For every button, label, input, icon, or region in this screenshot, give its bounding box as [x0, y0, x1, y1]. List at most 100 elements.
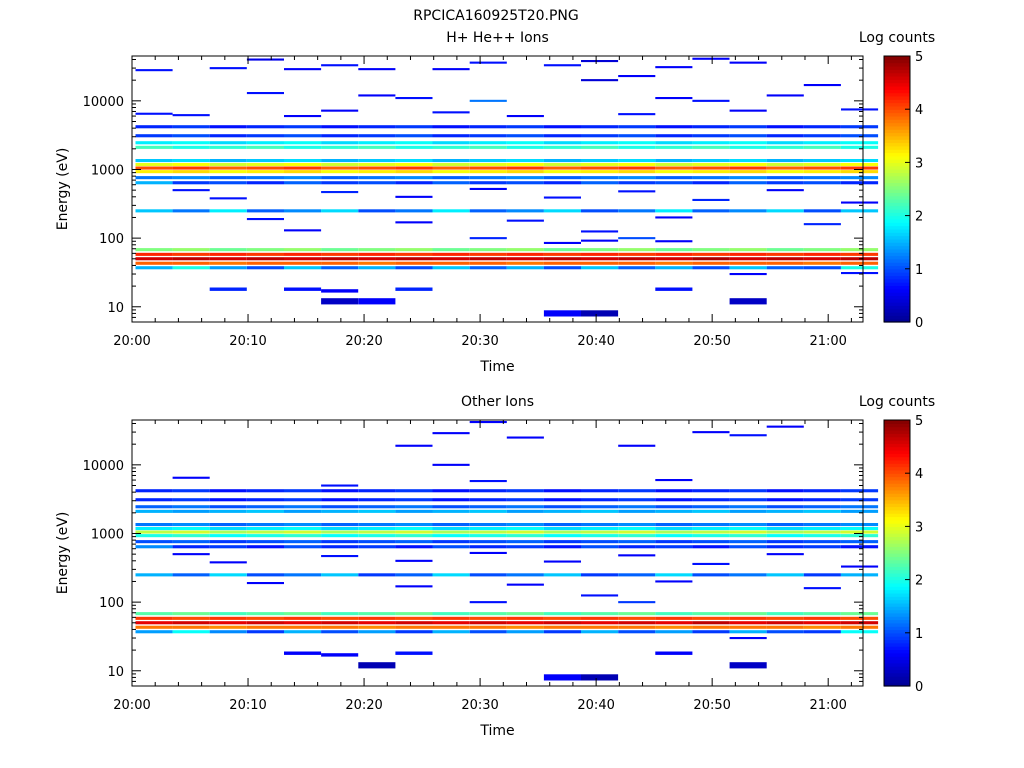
heatmap-cell [395, 209, 433, 213]
heatmap-cell [803, 523, 841, 527]
colorbar-swatch [884, 622, 910, 627]
colorbar-swatch [884, 572, 910, 577]
heatmap-cell [581, 141, 619, 145]
heatmap-cell [803, 141, 841, 145]
heatmap-cell [841, 523, 879, 527]
colorbar-swatch [884, 652, 910, 657]
heatmap-cell [543, 625, 581, 629]
heatmap-cell [358, 159, 396, 163]
heatmap-cell [246, 621, 284, 625]
heatmap-cell [766, 540, 804, 544]
heatmap-cell [469, 573, 507, 577]
heatmap-cell [655, 479, 693, 482]
colorbar-swatch [884, 198, 910, 203]
heatmap-cell [766, 534, 804, 538]
heatmap-cell [209, 573, 247, 577]
heatmap-cell [766, 505, 804, 509]
heatmap-cell [841, 252, 879, 256]
heatmap-cell [543, 612, 581, 616]
heatmap-cell [543, 166, 581, 170]
heatmap-cell [135, 616, 173, 620]
heatmap-cell [766, 145, 804, 149]
heatmap-cell [284, 68, 322, 71]
heatmap-cell [581, 230, 619, 233]
heatmap-cell [803, 530, 841, 534]
heatmap-cell [284, 534, 322, 538]
colorbar-swatch [884, 596, 910, 601]
heatmap-cell [766, 189, 804, 192]
heatmap-cell [692, 159, 730, 163]
heatmap-cell [655, 145, 693, 149]
heatmap-cell [841, 573, 879, 577]
heatmap-cell [469, 505, 507, 509]
heatmap-cell [246, 134, 284, 138]
heatmap-cell [729, 612, 767, 616]
heatmap-cell [803, 527, 841, 531]
heatmap-cell [618, 601, 656, 604]
heatmap-cell [581, 79, 619, 82]
heatmap-cell [469, 125, 507, 129]
heatmap-cell [469, 99, 507, 102]
heatmap-cell [432, 489, 470, 493]
heatmap-cell [432, 166, 470, 170]
colorbar-swatch [884, 529, 910, 534]
heatmap-cell [469, 145, 507, 149]
colorbar-swatch [884, 646, 910, 651]
heatmap-cell [395, 545, 433, 549]
colorbar-swatch [884, 543, 910, 547]
heatmap-cell [358, 530, 396, 534]
heatmap-cell [581, 181, 619, 185]
colorbar-swatch [884, 275, 910, 280]
heatmap-cell [432, 530, 470, 534]
colorbar-swatch [884, 112, 910, 117]
heatmap-cell [618, 509, 656, 513]
colorbar-swatch [884, 99, 910, 104]
heatmap-cell [766, 134, 804, 138]
heatmap-cell [209, 561, 247, 564]
heatmap-cell [543, 64, 581, 67]
heatmap-cell [729, 266, 767, 270]
heatmap-cell [841, 498, 879, 502]
colorbar-swatch [884, 569, 910, 574]
heatmap-cell [803, 612, 841, 616]
colorbar-tick-label: 3 [915, 156, 923, 171]
heatmap-cell [135, 523, 173, 527]
colorbar-swatch [884, 185, 910, 190]
heatmap-cell [581, 134, 619, 138]
heatmap-cell [803, 159, 841, 163]
heatmap-cell [246, 509, 284, 513]
colorbar-swatch [884, 212, 910, 217]
heatmap-cell [655, 530, 693, 534]
heatmap-cell [284, 176, 322, 180]
heatmap-cell [543, 209, 581, 213]
heatmap-cell [618, 554, 656, 557]
x-tick-label: 20:40 [577, 698, 614, 713]
heatmap-cell [432, 505, 470, 509]
heatmap-cell [284, 621, 322, 625]
heatmap-cell [581, 266, 619, 270]
heatmap-cell [321, 489, 359, 493]
heatmap-cell [581, 489, 619, 493]
heatmap-cell [209, 523, 247, 527]
colorbar-swatch [884, 262, 910, 267]
colorbar-swatch [884, 169, 910, 173]
heatmap-cell [358, 625, 396, 629]
heatmap-cell [284, 505, 322, 509]
heatmap-cell [135, 163, 173, 167]
heatmap-cell [358, 94, 396, 97]
y-axis-label: Energy (eV) [55, 512, 71, 595]
heatmap-cell [172, 621, 210, 625]
heatmap-cell [543, 196, 581, 199]
heatmap-cell [581, 545, 619, 549]
y-axis-label: Energy (eV) [55, 148, 71, 231]
colorbar-swatch [884, 449, 910, 454]
heatmap-cell [209, 248, 247, 252]
heatmap-cell [358, 257, 396, 261]
heatmap-cell [432, 527, 470, 531]
heatmap-cell [506, 527, 544, 531]
heatmap-cell [321, 145, 359, 149]
heatmap-cell [321, 261, 359, 265]
heatmap-cell [135, 125, 173, 129]
heatmap-cell [358, 621, 396, 625]
colorbar-swatch [884, 302, 910, 306]
